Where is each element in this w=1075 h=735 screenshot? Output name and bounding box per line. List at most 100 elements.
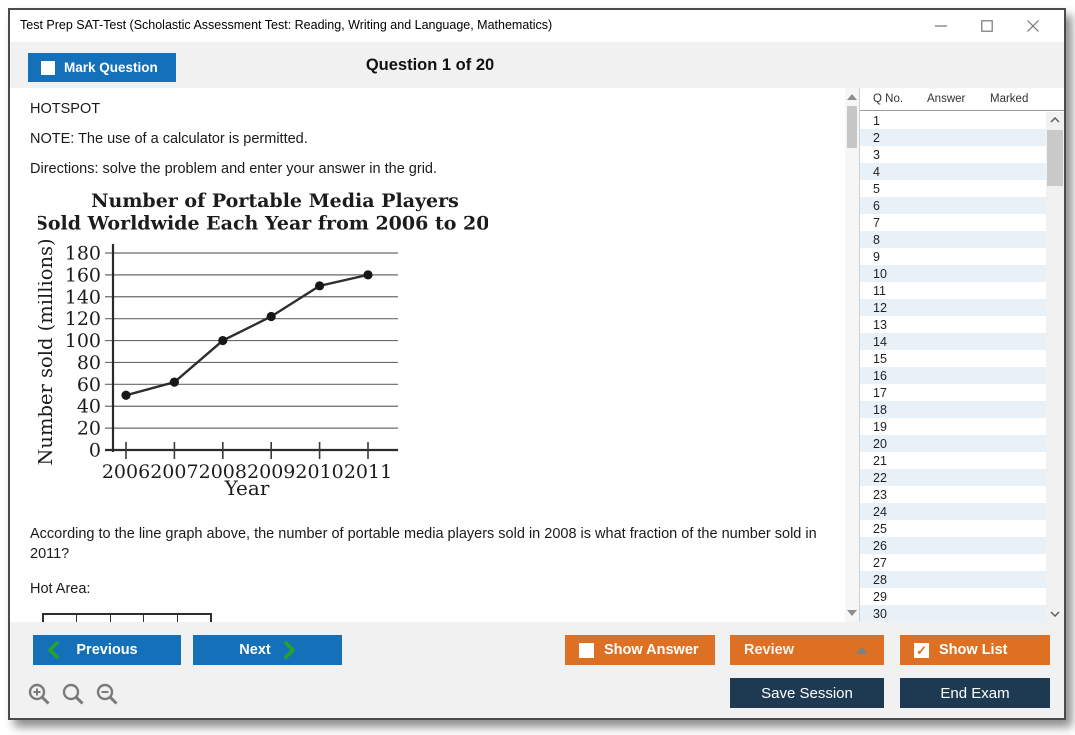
zoom-controls (27, 682, 120, 707)
question-list-row[interactable]: 4 (860, 163, 1047, 180)
question-list-row[interactable]: 23 (860, 486, 1047, 503)
close-button[interactable] (1010, 10, 1056, 42)
question-figure: Number of Portable Media Players Sold Wor… (34, 187, 516, 504)
hot-area-label: Hot Area: (30, 581, 91, 598)
qno-cell: 26 (873, 538, 887, 553)
scroll-down-icon[interactable] (1046, 606, 1064, 622)
end-exam-button[interactable]: End Exam (900, 678, 1050, 708)
qno-cell: 27 (873, 555, 887, 570)
question-list-row[interactable]: 17 (860, 384, 1047, 401)
svg-text:2006: 2006 (102, 461, 150, 483)
qno-cell: 30 (873, 606, 887, 621)
qno-cell: 6 (873, 198, 880, 213)
question-list-row[interactable]: 14 (860, 333, 1047, 350)
zoom-out-icon[interactable] (95, 682, 120, 707)
chevron-right-icon (283, 641, 295, 659)
next-button[interactable]: Next (193, 635, 342, 665)
question-list-row[interactable]: 6 (860, 197, 1047, 214)
save-session-button[interactable]: Save Session (730, 678, 884, 708)
mark-question-button[interactable]: Mark Question (28, 53, 176, 82)
previous-button[interactable]: Previous (33, 635, 181, 665)
question-list-row[interactable]: 10 (860, 265, 1047, 282)
question-list-row[interactable]: 27 (860, 554, 1047, 571)
question-list-row[interactable]: 21 (860, 452, 1047, 469)
question-list-row[interactable]: 8 (860, 231, 1047, 248)
question-list-row[interactable]: 19 (860, 418, 1047, 435)
app-window: Test Prep SAT-Test (Scholastic Assessmen… (8, 8, 1066, 720)
title-bar: Test Prep SAT-Test (Scholastic Assessmen… (10, 10, 1064, 42)
content-scrollbar-thumb[interactable] (847, 106, 857, 148)
qno-cell: 12 (873, 300, 887, 315)
answer-grid-partial[interactable] (42, 613, 212, 622)
review-label: Review (744, 642, 794, 658)
svg-text:80: 80 (77, 352, 101, 374)
answer-grid-cell[interactable] (178, 615, 210, 622)
show-answer-checkbox[interactable] (579, 642, 594, 658)
question-list-panel: Q No. Answer Marked 1 2 3 4 5 6 7 8 9 10 11 12 13 14 1… (859, 88, 1064, 622)
minimize-button[interactable] (918, 10, 964, 42)
question-content-area[interactable]: HOTSPOT NOTE: The use of a calculator is… (10, 88, 845, 622)
show-answer-button[interactable]: Show Answer (565, 635, 715, 665)
maximize-button[interactable] (964, 10, 1010, 42)
mark-question-checkbox[interactable] (41, 60, 55, 75)
review-button[interactable]: Review (730, 635, 884, 665)
question-list-row[interactable]: 29 (860, 588, 1047, 605)
answer-grid-cell[interactable] (44, 615, 78, 622)
column-marked: Marked (990, 93, 1029, 105)
answer-grid-cell[interactable] (111, 615, 145, 622)
mark-question-label: Mark Question (64, 60, 158, 75)
question-list-row[interactable]: 25 (860, 520, 1047, 537)
question-list-row[interactable]: 22 (860, 469, 1047, 486)
question-list-row[interactable]: 18 (860, 401, 1047, 418)
qno-cell: 4 (873, 164, 880, 179)
question-list-row[interactable]: 13 (860, 316, 1047, 333)
question-list-row[interactable]: 9 (860, 248, 1047, 265)
qno-cell: 9 (873, 249, 880, 264)
question-list-row[interactable]: 11 (860, 282, 1047, 299)
content-scrollbar[interactable] (845, 88, 859, 622)
zoom-in-icon[interactable] (27, 682, 52, 707)
scroll-down-icon[interactable] (847, 610, 857, 616)
show-answer-label: Show Answer (604, 642, 699, 658)
show-list-button[interactable]: ✓ Show List (900, 635, 1050, 665)
question-list-row[interactable]: 1 (860, 112, 1047, 129)
question-list-row[interactable]: 30 (860, 605, 1047, 622)
question-list-header: Q No. Answer Marked (860, 88, 1064, 111)
svg-text:40: 40 (77, 396, 101, 418)
question-list-row[interactable]: 7 (860, 214, 1047, 231)
question-list-row[interactable]: 16 (860, 367, 1047, 384)
qno-cell: 17 (873, 385, 887, 400)
question-list-row[interactable]: 28 (860, 571, 1047, 588)
question-list-row[interactable]: 15 (860, 350, 1047, 367)
question-list-scrollbar[interactable] (1046, 112, 1064, 622)
answer-grid-cell[interactable] (77, 615, 111, 622)
minimize-icon (935, 25, 947, 27)
svg-text:2011: 2011 (344, 461, 392, 483)
question-list-scrollbar-thumb[interactable] (1047, 130, 1063, 186)
show-list-checkbox[interactable]: ✓ (914, 642, 929, 658)
answer-grid-cell[interactable] (144, 615, 178, 622)
question-list-row[interactable]: 5 (860, 180, 1047, 197)
scroll-up-icon[interactable] (1046, 112, 1064, 128)
svg-text:2009: 2009 (247, 461, 295, 483)
column-answer: Answer (927, 93, 966, 105)
question-list-row[interactable]: 12 (860, 299, 1047, 316)
question-list-row[interactable]: 2 (860, 129, 1047, 146)
qno-cell: 2 (873, 130, 880, 145)
scroll-up-icon[interactable] (847, 94, 857, 100)
qno-cell: 23 (873, 487, 887, 502)
qno-cell: 22 (873, 470, 887, 485)
directions-text: Directions: solve the problem and enter … (30, 161, 438, 177)
svg-text:2010: 2010 (295, 461, 343, 483)
save-session-label: Save Session (761, 684, 853, 702)
maximize-icon (981, 20, 993, 32)
qno-cell: 16 (873, 368, 887, 383)
question-list-row[interactable]: 26 (860, 537, 1047, 554)
qno-cell: 1 (873, 113, 880, 128)
question-list-row[interactable]: 20 (860, 435, 1047, 452)
zoom-reset-icon[interactable] (61, 682, 86, 707)
question-list[interactable]: 1 2 3 4 5 6 7 8 9 10 11 12 13 14 15 16 17 18 19 20 21 22 23 24 2… (860, 112, 1047, 622)
question-list-row[interactable]: 3 (860, 146, 1047, 163)
question-list-row[interactable]: 24 (860, 503, 1047, 520)
